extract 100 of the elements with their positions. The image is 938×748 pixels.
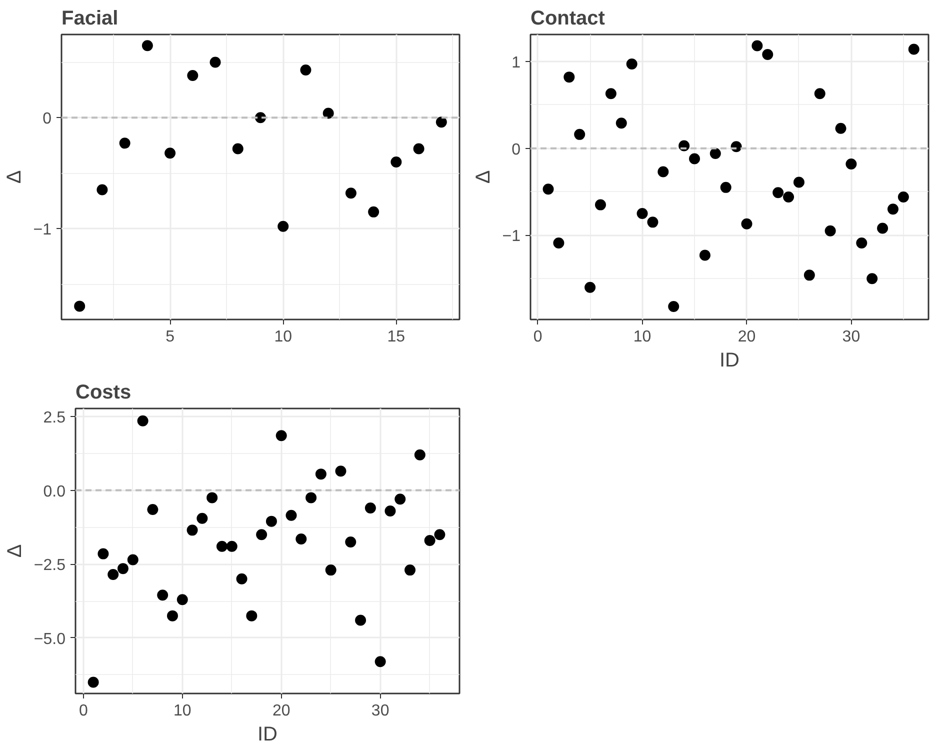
point [856, 238, 868, 249]
y-tick-label: 0 [512, 141, 521, 158]
point [866, 273, 878, 284]
point [345, 536, 356, 548]
y-tick-label: −1 [33, 222, 52, 239]
x-tick-label: 30 [371, 702, 390, 720]
point [414, 449, 426, 460]
point [804, 270, 815, 281]
point [636, 208, 648, 219]
point [647, 216, 658, 228]
point [335, 466, 346, 477]
point [322, 108, 334, 119]
point [616, 118, 627, 129]
x-tick-label: 10 [173, 702, 192, 720]
point [96, 184, 108, 196]
point [605, 88, 616, 100]
point [206, 492, 218, 504]
point [300, 64, 312, 76]
point [783, 191, 794, 202]
point [186, 524, 198, 536]
point [793, 176, 804, 188]
point [119, 138, 130, 149]
y-axis-title: Δ [3, 170, 26, 184]
point [236, 573, 248, 584]
y-tick-label: 0.0 [43, 483, 66, 500]
x-tick-label: 30 [842, 328, 860, 346]
point [210, 56, 221, 68]
point [887, 204, 898, 215]
point [710, 148, 721, 160]
point [142, 40, 153, 52]
x-axis-title: ID [258, 724, 278, 746]
point [584, 282, 596, 293]
chart-title: Costs [76, 382, 132, 404]
x-tick-label: 20 [272, 702, 290, 720]
y-tick-label: −5.0 [34, 630, 66, 648]
point [278, 220, 289, 232]
point [296, 534, 307, 545]
point [564, 72, 575, 83]
y-axis-title: Δ [472, 170, 494, 184]
point [908, 44, 920, 55]
point [315, 468, 326, 480]
point [137, 415, 148, 426]
point [835, 122, 846, 134]
point [216, 540, 228, 552]
point [689, 153, 700, 164]
point [877, 222, 888, 234]
point [196, 512, 208, 524]
point [355, 614, 366, 626]
point [88, 676, 99, 688]
x-tick-label: 0 [533, 328, 542, 346]
point [434, 529, 446, 540]
point [699, 250, 710, 261]
point [166, 610, 178, 622]
x-tick-label: 10 [274, 328, 292, 346]
point [176, 594, 188, 606]
point [368, 206, 380, 218]
point [394, 494, 406, 505]
point [266, 516, 277, 527]
point [276, 430, 287, 442]
point [306, 492, 317, 504]
point [74, 300, 86, 312]
point [98, 548, 109, 560]
point [658, 166, 669, 178]
point [157, 590, 168, 601]
x-tick-label: 15 [387, 328, 406, 346]
point [846, 158, 857, 170]
point [232, 143, 244, 154]
point [187, 70, 198, 82]
point [824, 225, 836, 236]
point [542, 184, 554, 195]
point [762, 48, 774, 60]
point [741, 218, 752, 230]
point [246, 610, 258, 622]
y-tick-label: −2.5 [34, 557, 66, 574]
point [898, 191, 909, 202]
point [118, 563, 129, 574]
x-tick-label: 20 [738, 328, 756, 346]
point [720, 182, 732, 193]
y-tick-label: 0 [42, 110, 52, 128]
point [345, 188, 356, 199]
x-tick-label: 5 [166, 328, 175, 346]
point [256, 529, 268, 540]
point [325, 564, 336, 576]
point [404, 564, 416, 576]
point [226, 540, 238, 552]
x-tick-label: 10 [633, 328, 652, 346]
point [374, 656, 386, 668]
chart-title: Facial [62, 8, 118, 30]
point [424, 535, 436, 546]
point [164, 148, 176, 159]
point [594, 199, 606, 210]
point [668, 300, 680, 312]
chart-title: Contact [530, 8, 606, 30]
point [384, 505, 396, 516]
y-tick-label: 2.5 [43, 409, 66, 426]
point [127, 554, 138, 566]
point [364, 502, 376, 514]
point [752, 40, 763, 52]
point [626, 58, 638, 70]
y-tick-label: −1 [502, 228, 521, 246]
